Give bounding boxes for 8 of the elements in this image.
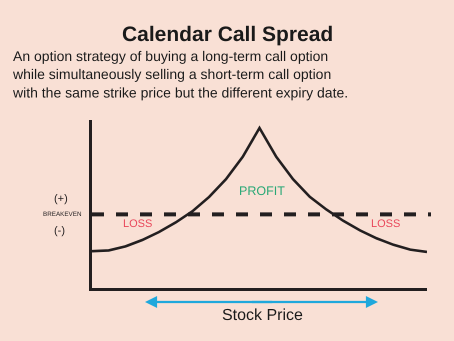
text: (+): [54, 193, 68, 205]
annotation: LOSS: [371, 218, 400, 230]
text: (-): [54, 225, 65, 237]
x-axis-title: Stock Price: [222, 307, 304, 324]
annotation: PROFIT: [239, 184, 286, 198]
annotation: LOSS: [123, 218, 152, 230]
chart-subtitle: An option strategy of buying a long-term call option while simultaneously selling a short-term call option with the same strike price but the different expiry date.: [12, 48, 348, 100]
chart-title: Calendar Call Spread: [122, 23, 334, 46]
